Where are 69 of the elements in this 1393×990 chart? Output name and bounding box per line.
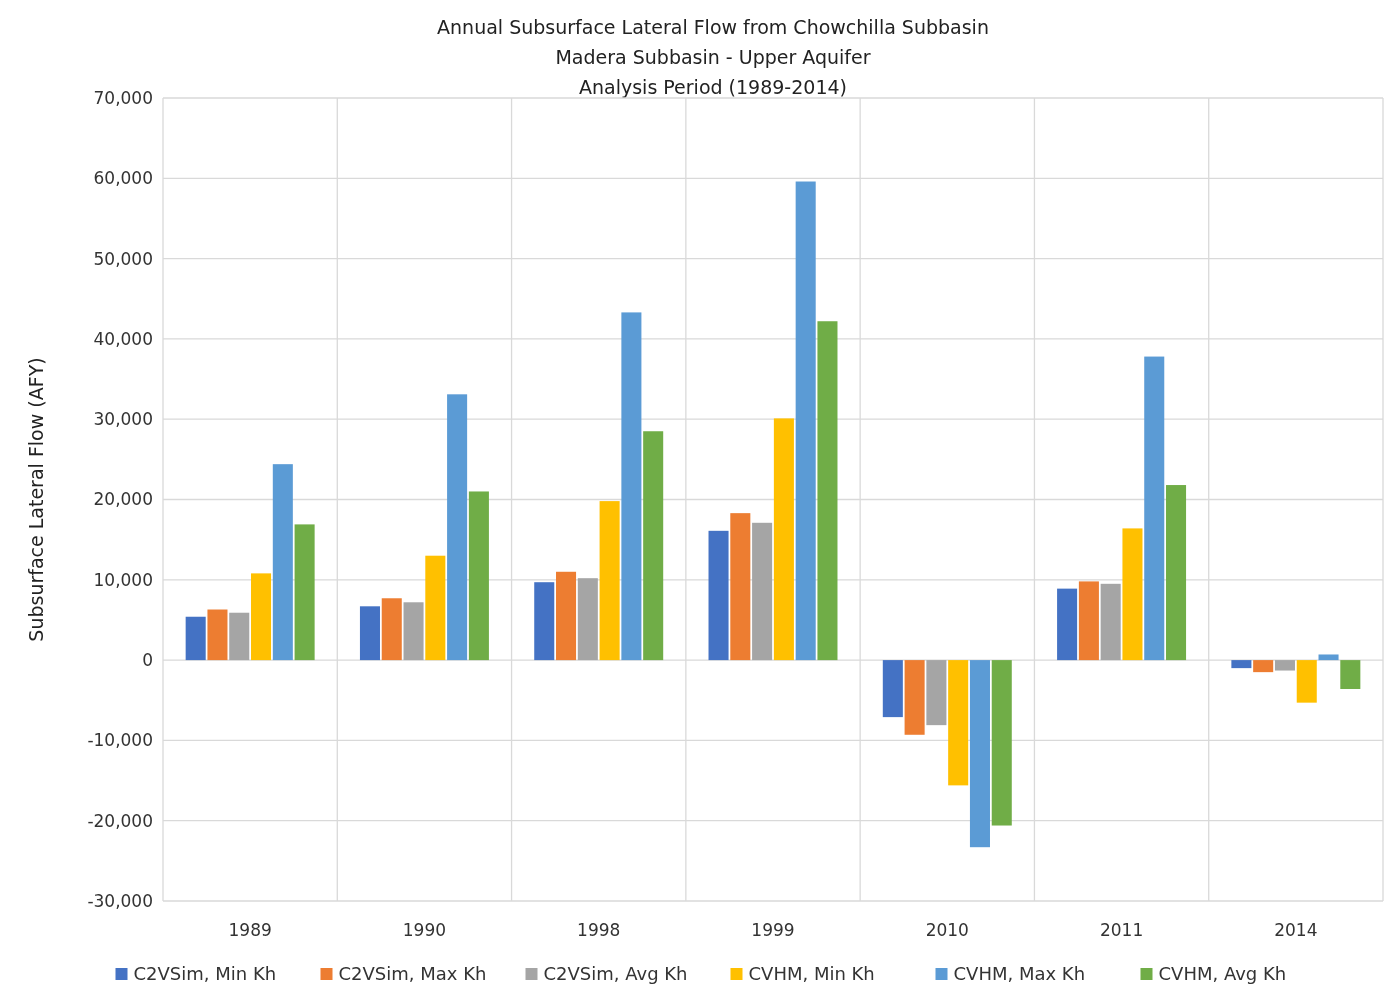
bar: [1274, 660, 1295, 671]
bar: [752, 522, 773, 661]
y-tick-label: 40,000: [93, 328, 153, 349]
legend-label: C2VSim, Max Kh: [338, 963, 487, 984]
y-tick-label: -20,000: [87, 810, 153, 831]
bar: [1318, 654, 1339, 661]
bar: [621, 312, 642, 661]
legend-label: CVHM, Max Kh: [953, 963, 1086, 984]
bar: [1100, 583, 1121, 661]
bar: [730, 513, 751, 661]
bar: [795, 181, 816, 661]
y-tick-label: 0: [142, 650, 153, 671]
bar: [294, 524, 315, 661]
x-tick-label: 2011: [1099, 920, 1144, 940]
bar: [577, 578, 598, 661]
bar: [1340, 660, 1361, 690]
bar: [425, 555, 446, 661]
x-tick-label: 2014: [1274, 920, 1318, 940]
bar: [534, 582, 555, 661]
legend-label: C2VSim, Avg Kh: [543, 963, 688, 984]
bar: [1166, 485, 1187, 661]
bar: [773, 418, 794, 661]
bar: [882, 660, 903, 718]
bar: [1057, 588, 1078, 661]
bar: [991, 660, 1012, 826]
legend-label: CVHM, Avg Kh: [1158, 963, 1287, 984]
bar: [926, 660, 947, 726]
bar: [185, 616, 206, 661]
bar: [817, 321, 838, 661]
y-tick-label: 60,000: [93, 168, 153, 189]
bar: [1231, 660, 1252, 669]
bar: [1144, 356, 1165, 661]
x-tick-label: 1990: [402, 920, 447, 940]
bar: [904, 660, 925, 735]
y-tick-label: -30,000: [87, 890, 153, 911]
y-tick-label: 10,000: [93, 569, 153, 590]
y-tick-label: 50,000: [93, 248, 153, 269]
y-tick-label: -10,000: [87, 730, 153, 751]
x-tick-label: 1999: [751, 920, 795, 940]
bar: [1253, 660, 1274, 673]
bar: [403, 602, 424, 661]
bar: [272, 464, 293, 661]
bar: [381, 598, 402, 661]
x-tick-label: 2010: [925, 920, 969, 940]
bar: [207, 609, 228, 661]
y-tick-label: 20,000: [93, 489, 153, 510]
bar: [1296, 660, 1317, 703]
legend-label: C2VSim, Min Kh: [133, 963, 277, 984]
legend-label: CVHM, Min Kh: [748, 963, 875, 984]
bar: [1078, 581, 1099, 661]
x-tick-label: 1989: [228, 920, 272, 940]
bar: [359, 606, 380, 661]
bar: [468, 491, 489, 661]
x-tick-label: 1998: [577, 920, 621, 940]
bar: [643, 431, 664, 661]
bar: [948, 660, 969, 786]
y-tick-label: 30,000: [93, 409, 153, 430]
bar: [251, 573, 272, 661]
bar: [1122, 528, 1143, 661]
bar: [599, 501, 620, 661]
bar: [969, 660, 990, 848]
y-tick-label: 70,000: [93, 87, 153, 108]
chart-subtitle: Madera Subbasin - Upper Aquifer Analysis Period (1989-2014): [555, 46, 871, 98]
bar: [229, 612, 250, 661]
bar: [556, 571, 577, 661]
bar: [708, 530, 729, 661]
chart-title: Annual Subsurface Lateral Flow from Chowchilla Subbasin: [437, 16, 989, 38]
y-axis-title: Subsurface Lateral Flow (AFY): [25, 357, 47, 642]
bar: [447, 394, 468, 661]
